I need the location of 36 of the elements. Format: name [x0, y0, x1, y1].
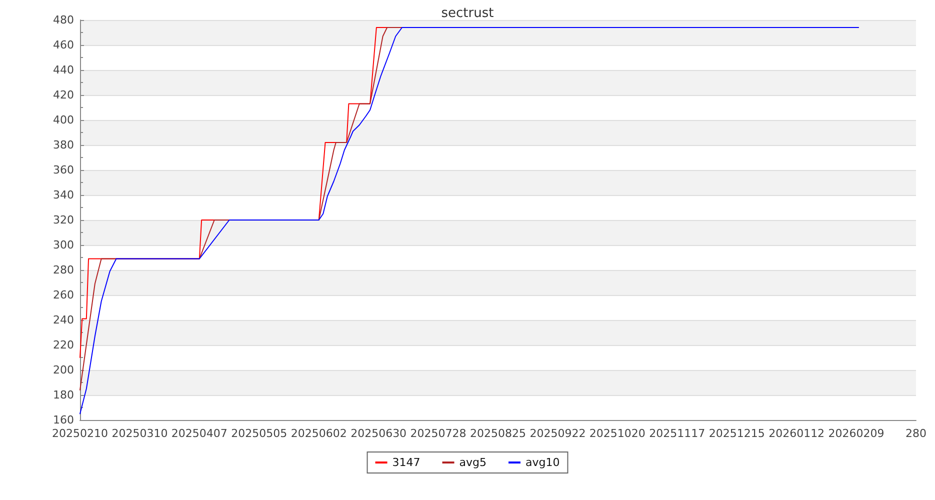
- y-tick-label: 400: [53, 114, 74, 126]
- x-tick-label: 20250602: [290, 427, 347, 440]
- y-tick-label: 160: [53, 414, 74, 426]
- x-tick-label: 20260209: [828, 427, 884, 440]
- legend-label: 3147: [392, 456, 420, 469]
- x-tick-label: 20250728: [410, 427, 466, 440]
- y-tick-label: 340: [53, 188, 74, 202]
- x-tick-label: 20250825: [470, 427, 526, 440]
- x-tick-label: 20251020: [589, 427, 646, 440]
- y-tick-label: 220: [53, 338, 74, 352]
- x-tick-label: 20250407: [171, 427, 228, 440]
- legend-label: avg5: [459, 456, 486, 469]
- x-tick-label: 20250630: [350, 427, 407, 440]
- x-tick-label: 20251215: [708, 427, 765, 440]
- y-tick-label: 320: [53, 214, 74, 226]
- y-tick-label: 180: [53, 388, 74, 402]
- x-tick-label: 20251117: [649, 427, 706, 440]
- legend-label: avg10: [526, 456, 560, 469]
- y-tick-label: 440: [53, 64, 74, 76]
- y-tick-label: 300: [53, 238, 74, 252]
- chart-title: sectrust: [441, 6, 494, 21]
- y-tick-label: 280: [53, 264, 74, 276]
- x-tick-label: 20250505: [231, 427, 288, 440]
- x-tick-label: 20250310: [112, 427, 168, 440]
- x-tick-label: 20250922: [530, 427, 586, 440]
- x-tick-label: 20260112: [768, 427, 825, 440]
- x-tick-label: 280: [906, 427, 926, 440]
- y-tick-label: 240: [53, 314, 74, 326]
- y-tick-label: 200: [53, 364, 74, 376]
- y-tick-label: 380: [53, 138, 74, 152]
- x-tick-label: 20250210: [52, 427, 108, 440]
- y-tick-label: 420: [53, 88, 74, 102]
- y-tick-label: 460: [53, 38, 74, 52]
- y-tick-label: 360: [53, 164, 74, 176]
- y-tick-label: 480: [53, 14, 74, 26]
- y-tick-label: 260: [53, 288, 74, 302]
